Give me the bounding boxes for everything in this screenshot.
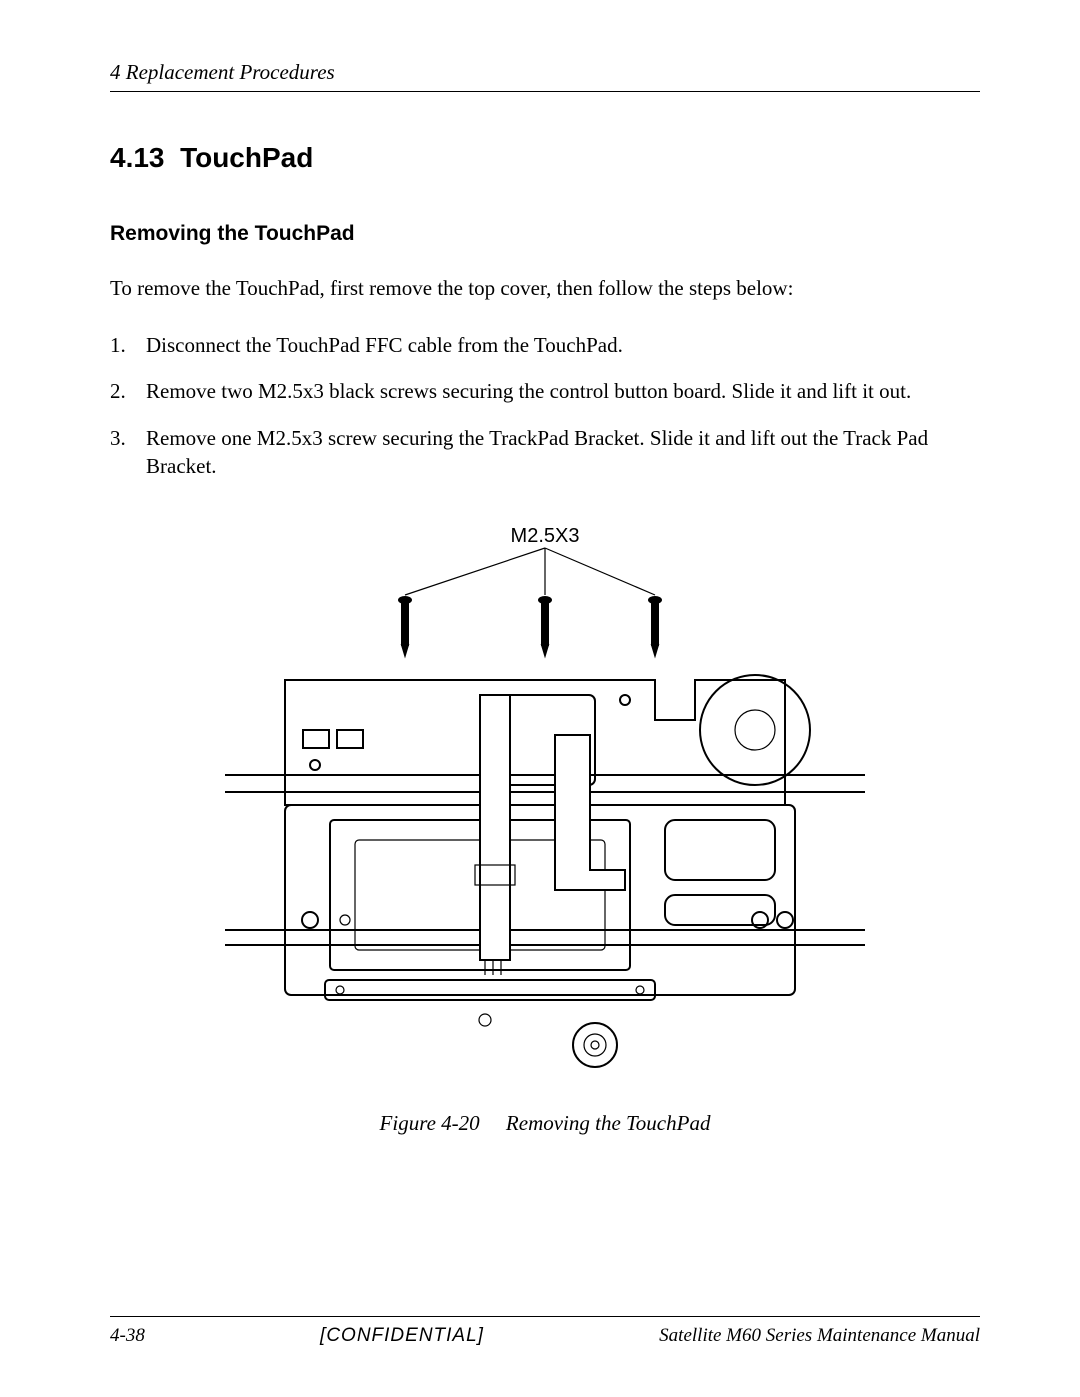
footer-confidential: [CONFIDENTIAL]: [320, 1325, 484, 1347]
figure-container: M2.5X3: [110, 520, 980, 1136]
step-item: Remove one M2.5x3 screw securing the Tra…: [110, 424, 980, 481]
step-item: Disconnect the TouchPad FFC cable from t…: [110, 331, 980, 359]
intro-text: To remove the TouchPad, first remove the…: [110, 276, 980, 301]
figure-caption: Figure 4-20 Removing the TouchPad: [110, 1111, 980, 1136]
section-number: 4.13: [110, 142, 165, 173]
subsection-title: Removing the TouchPad: [110, 222, 980, 246]
section-name: TouchPad: [180, 142, 313, 173]
figure-diagram: M2.5X3: [225, 520, 865, 1080]
footer-manual-title: Satellite M60 Series Maintenance Manual: [659, 1325, 980, 1347]
steps-list: Disconnect the TouchPad FFC cable from t…: [110, 331, 980, 480]
figure-caption-text: Removing the TouchPad: [506, 1111, 711, 1135]
page-footer: 4-38 [CONFIDENTIAL] Satellite M60 Series…: [110, 1316, 980, 1347]
footer-page-number: 4-38: [110, 1325, 145, 1347]
section-title: 4.13 TouchPad: [110, 142, 980, 174]
figure-number: Figure 4-20: [380, 1111, 480, 1135]
footer-rule: [110, 1316, 980, 1317]
header-rule: [110, 91, 980, 92]
step-item: Remove two M2.5x3 black screws securing …: [110, 377, 980, 405]
svg-text:M2.5X3: M2.5X3: [511, 525, 580, 547]
chapter-header: 4 Replacement Procedures: [110, 60, 980, 85]
